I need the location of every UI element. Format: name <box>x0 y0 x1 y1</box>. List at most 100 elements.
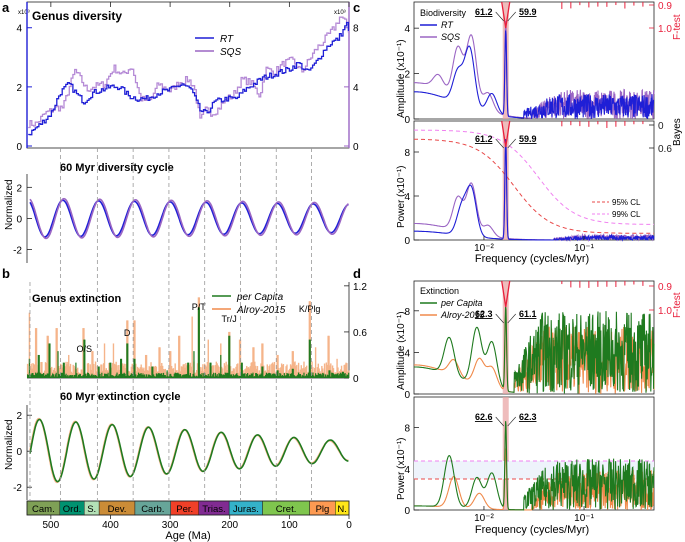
x-tick-label: 10⁻¹ <box>574 513 594 524</box>
c-legend-cl99: 99% CL <box>612 210 641 219</box>
spectrum-sqs <box>414 21 655 120</box>
age-tick-label: 200 <box>221 520 238 531</box>
ext-tick-label: 1.2 <box>353 282 367 293</box>
cycle-sqs <box>29 197 349 240</box>
peak-label-left: 62.6 <box>475 412 493 422</box>
d-amplitude-frame <box>413 280 655 395</box>
d-x-ticks: 10⁻² 10⁻¹ <box>474 506 595 524</box>
period-label: Plg <box>316 504 330 515</box>
right-tick-label: 1.0 <box>658 306 672 317</box>
d-pow-ylabel: Power (x10⁻¹) <box>396 437 407 500</box>
peak-band <box>502 2 509 119</box>
age-tick-label: 400 <box>102 520 119 531</box>
period-label: N. <box>337 504 347 515</box>
age-tick-label: 500 <box>43 520 60 531</box>
y-tick-label: 0 <box>404 115 410 126</box>
cycle-alroy-2015 <box>29 418 349 483</box>
peak-pointer <box>507 416 516 427</box>
c-bayes-label: Bayes <box>672 118 683 146</box>
diversity-cycle-title: 60 Myr diversity cycle <box>60 162 174 174</box>
y-tick-label: 8 <box>404 307 410 318</box>
ext-cycle-series <box>29 417 349 484</box>
d-amp-ylabel: Amplitude (x10⁻¹) <box>396 311 407 390</box>
peak-pointer <box>495 313 504 324</box>
left-axis-exp: x10³ <box>18 10 30 16</box>
right-tick-label: 4 <box>353 83 359 94</box>
period-label: Dev. <box>108 504 127 515</box>
right-axis-exp: x10³ <box>334 10 346 16</box>
y-tick-label: 2 <box>404 70 410 81</box>
d-xlabel: Frequency (cycles/Myr) <box>475 524 589 536</box>
y-tick-label: 0 <box>404 390 410 401</box>
c-xlabel: Frequency (cycles/Myr) <box>475 253 589 265</box>
c-legend-cl95: 95% CL <box>612 198 641 207</box>
power-rt <box>414 138 655 242</box>
peak-pointer <box>507 11 516 22</box>
peak-pointer <box>495 138 504 149</box>
diversity-title: Genus diversity <box>32 9 122 23</box>
annotation-label: O/S <box>76 344 92 354</box>
series-rt <box>28 21 350 136</box>
age-tick-label: 0 <box>346 520 352 531</box>
extinction-legend: per Capita Alroy-2015 <box>212 292 286 316</box>
c-pow-series: 61.2 59.9 0 0.6 <box>414 120 672 243</box>
cycle-tick-label: -2 <box>13 246 22 257</box>
y-tick-label: 4 <box>404 192 410 203</box>
panel-letter-a: a <box>2 0 10 15</box>
d-pow-series: 62.6 62.3 <box>414 397 655 511</box>
peak-label-right: 61.1 <box>519 309 537 319</box>
period-label: Trias. <box>202 504 225 515</box>
c-pow-ylabel: Power (x10⁻¹) <box>396 165 407 228</box>
c-amp-ticks: 0 2 4 <box>404 24 419 126</box>
y-tick-label: 4 <box>404 465 410 476</box>
peak-band <box>502 281 509 394</box>
peak-band <box>502 121 509 240</box>
c-amp-series: 61.2 59.9 0.9 1.0 <box>414 1 672 120</box>
y-tick-label: 4 <box>404 348 410 359</box>
diversity-top-ticks <box>50 2 350 7</box>
y-tick-label: 4 <box>404 24 410 35</box>
x-tick-label: 10⁻² <box>474 243 494 254</box>
c-legend-title: Biodiversity <box>420 8 467 18</box>
period-label: Juras. <box>233 504 259 515</box>
right-tick-label: 0 <box>658 121 664 132</box>
d-legend-title: Extinction <box>420 286 459 296</box>
peak-label-right: 59.9 <box>519 7 537 17</box>
ext-cycle-ylabel: Normalized <box>4 419 15 470</box>
period-label: Per. <box>176 504 193 515</box>
panel-letter-b: b <box>2 266 10 281</box>
c-x-ticks: 10⁻² 10⁻¹ <box>474 236 595 254</box>
cycle-tick-label: 0 <box>16 447 22 458</box>
power-sqs <box>414 140 655 243</box>
peak-pointer <box>495 11 504 22</box>
x-tick-label: 10⁻² <box>474 513 494 524</box>
c-legend-rt: RT <box>441 20 454 30</box>
spectrum-percap <box>414 305 655 394</box>
diversity-series <box>28 16 350 136</box>
div-cycle-ylabel: Normalized <box>4 179 15 230</box>
age-tick-label: 300 <box>162 520 179 531</box>
annotation-label: K/Plg <box>299 304 321 314</box>
period-label: Cam. <box>32 504 55 515</box>
period-label: S. <box>87 504 96 515</box>
panel-letter-d: d <box>353 266 361 281</box>
extinction-bars <box>26 297 350 379</box>
annotation-label: P/T <box>192 302 207 312</box>
left-tick-label: 2 <box>16 83 22 94</box>
period-bar-frame <box>26 500 350 516</box>
d-power-frame <box>413 396 655 511</box>
peak-label-right: 62.3 <box>519 412 537 422</box>
power-percap <box>414 421 655 511</box>
c-legend-sqs: SQS <box>441 32 460 42</box>
extinction-title: Genus extinction <box>32 293 122 305</box>
ext-tick-label: 0 <box>353 374 359 385</box>
right-tick-label: 1.0 <box>658 24 672 35</box>
d-legend-alroy: Alroy-2015 <box>440 310 486 320</box>
peak-pointer <box>507 313 516 324</box>
age-tick-label: 100 <box>281 520 298 531</box>
cycle-per-capita <box>29 417 349 484</box>
cycle-tick-label: 2 <box>16 183 22 194</box>
cl95-curve <box>414 138 654 234</box>
extinction-cycle-title: 60 Myr extinction cycle <box>60 391 180 403</box>
